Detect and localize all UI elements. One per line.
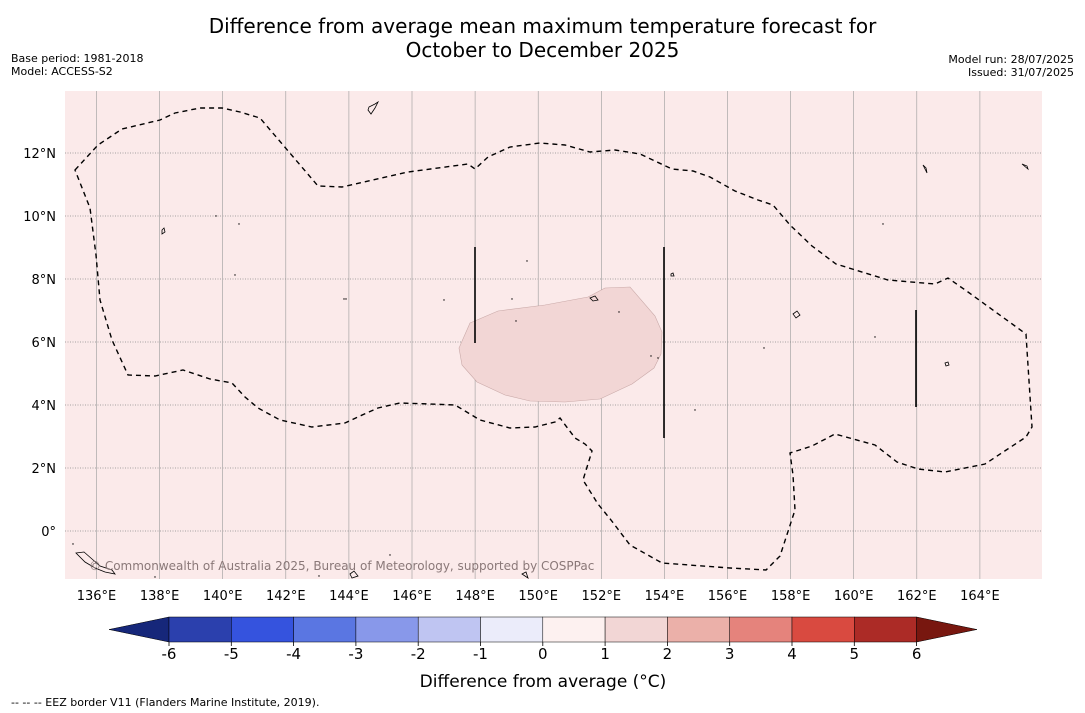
colorbar-tick-label: 5 [850, 645, 860, 663]
lat-tick-label: 6°N [32, 336, 57, 351]
colorbar-segment [417, 616, 481, 643]
island-manus [521, 571, 529, 579]
lon-tick-label: 154°E [645, 589, 685, 604]
lon-tick-label: 162°E [897, 589, 937, 604]
lat-tick-label: 0° [41, 525, 56, 540]
colorbar-tick-label: 3 [725, 645, 735, 663]
colorbar-segment [355, 616, 419, 643]
colorbar-segment [791, 616, 855, 643]
island-marshall-2 [922, 164, 928, 174]
colorbar-tick-label: 1 [600, 645, 610, 663]
colorbar: -6 -5 -4 -3 -2 -1 0 1 2 3 4 5 6 [108, 616, 978, 663]
island-atoll-1 [670, 272, 675, 277]
title-line-1: Difference from average mean maximum tem… [208, 14, 877, 38]
eez-borders [74, 107, 1033, 571]
colorbar-segment [168, 616, 232, 643]
lon-tick-label: 160°E [834, 589, 874, 604]
island-kosrae [944, 361, 950, 367]
lon-tick-label: 164°E [960, 589, 1000, 604]
colorbar-tick-label: -6 [162, 645, 177, 663]
colorbar-segment [542, 616, 606, 643]
longitude-labels: 136°E 138°E 140°E 142°E 144°E 146°E 148°E 150°E… [77, 589, 1000, 604]
colorbar-segment [604, 616, 668, 643]
colorbar-tick-label: 0 [538, 645, 548, 663]
lon-tick-label: 150°E [518, 589, 558, 604]
issue-info: Model run: 28/07/2025 Issued: 31/07/2025 [948, 53, 1074, 79]
colorbar-tick-label: -5 [224, 645, 239, 663]
model-name: Model: ACCESS-S2 [11, 65, 113, 78]
issued-date: Issued: 31/07/2025 [967, 66, 1074, 79]
lat-tick-label: 8°N [32, 273, 57, 288]
lat-tick-label: 2°N [32, 462, 57, 477]
eez-border-fsm [74, 107, 1033, 571]
colorbar-segment [480, 616, 544, 643]
lon-tick-label: 138°E [140, 589, 180, 604]
copyright-notice: © Commonwealth of Australia 2025, Bureau… [89, 559, 594, 573]
colorbar-tick-label: 4 [787, 645, 797, 663]
colorbar-segment [231, 616, 294, 643]
model-run: Model run: 28/07/2025 [948, 53, 1074, 66]
colorbar-segment [667, 616, 730, 643]
lon-tick-label: 148°E [455, 589, 495, 604]
lon-tick-label: 136°E [77, 589, 117, 604]
small-islets [72, 215, 884, 578]
colorbar-tick-label: 2 [663, 645, 673, 663]
lat-tick-label: 4°N [32, 399, 57, 414]
island-bismarck [349, 570, 359, 579]
colorbar-segment [293, 616, 357, 643]
colorbar-label: Difference from average (°C) [420, 672, 667, 692]
lat-tick-label: 10°N [23, 210, 56, 225]
base-period: Base period: 1981-2018 [11, 52, 144, 65]
colorbar-segment [854, 616, 917, 643]
lon-tick-label: 140°E [203, 589, 243, 604]
graticule [65, 91, 1042, 579]
island-outlines [75, 100, 1029, 579]
lon-tick-label: 146°E [392, 589, 432, 604]
lon-tick-label: 152°E [582, 589, 622, 604]
island-yap [161, 227, 166, 235]
colorbar-extend-low [108, 616, 170, 643]
colorbar-tick-label: -2 [411, 645, 426, 663]
latitude-labels: 12°N 10°N 8°N 6°N 4°N 2°N 0° [23, 147, 56, 540]
lon-tick-label: 144°E [329, 589, 369, 604]
lon-tick-label: 158°E [771, 589, 811, 604]
colorbar-segment [729, 616, 793, 643]
island-chuuk [589, 295, 599, 302]
lon-tick-label: 142°E [266, 589, 306, 604]
lat-tick-label: 12°N [23, 147, 56, 162]
map-title: Difference from average mean maximum tem… [0, 14, 1085, 62]
eez-footnote: -- -- -- EEZ border V11 (Flanders Marine… [11, 696, 320, 709]
island-new-guinea-coast [75, 551, 116, 575]
colorbar-tick-label: -1 [473, 645, 488, 663]
island-pohnpei [792, 310, 801, 319]
colorbar-tick-label: -4 [286, 645, 301, 663]
island-guam [367, 100, 380, 115]
colorbar-extend-high [916, 616, 978, 643]
title-line-2: October to December 2025 [405, 38, 680, 62]
colorbar-tick-label: -3 [348, 645, 363, 663]
anomaly-1-2-region [458, 286, 663, 403]
map-panel: © Commonwealth of Australia 2025, Bureau… [65, 91, 1042, 579]
meridian-markers [474, 247, 917, 438]
colorbar-tick-label: 6 [912, 645, 922, 663]
lon-tick-label: 156°E [708, 589, 748, 604]
island-marshall-1 [1021, 163, 1029, 171]
model-info: Base period: 1981-2018 Model: ACCESS-S2 [11, 52, 143, 78]
